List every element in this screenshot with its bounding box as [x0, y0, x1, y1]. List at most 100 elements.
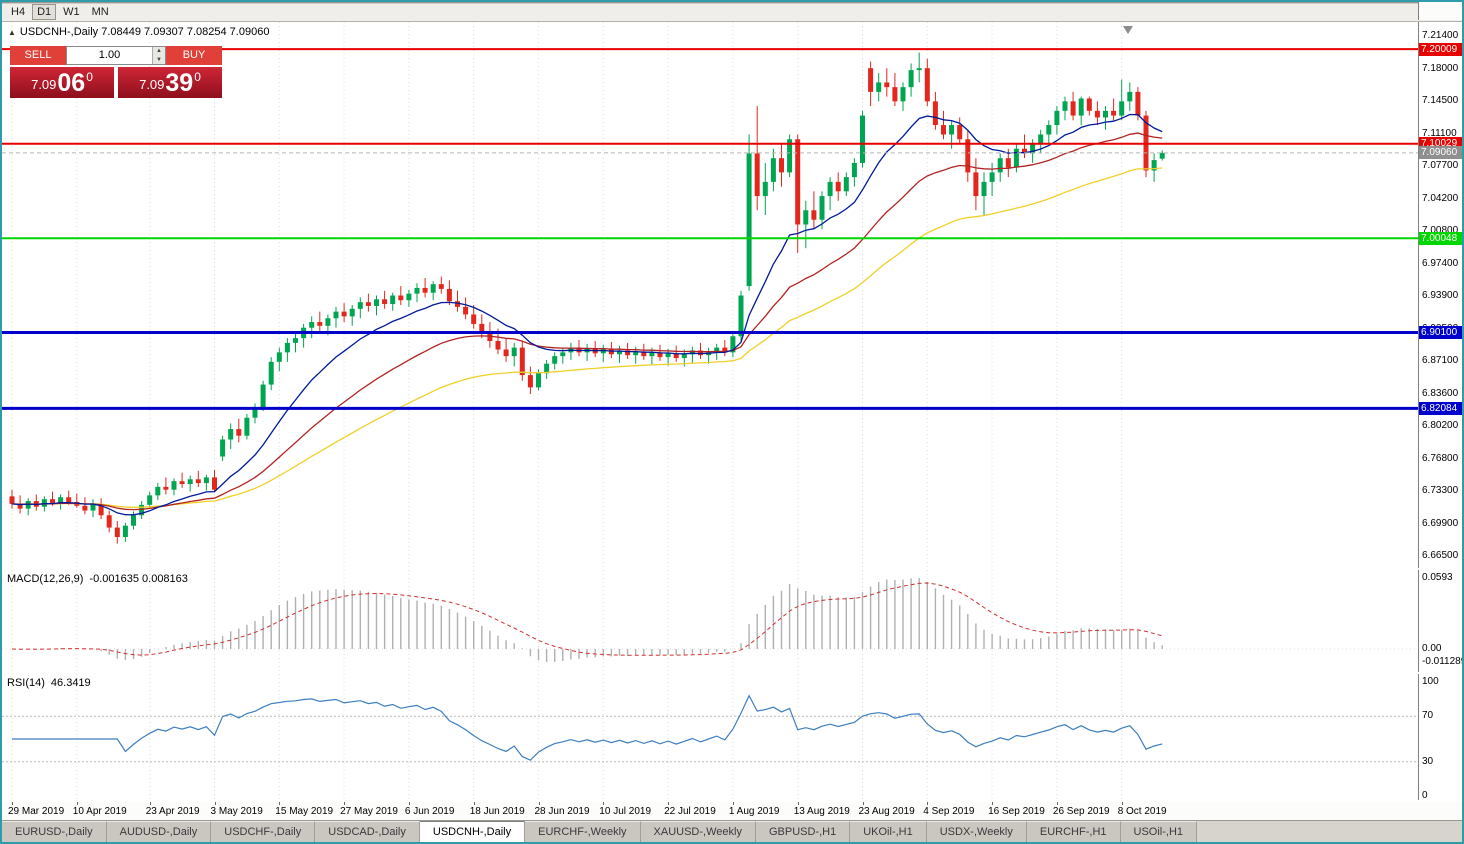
chart-tab-xauusd-weekly[interactable]: XAUUSD-,Weekly: [640, 821, 756, 842]
macd-panel: 0.0593 0.00 -0.011289 MACD(12,26,9) -0.0016…: [2, 570, 1462, 672]
timeframe-button-w1[interactable]: W1: [63, 5, 80, 18]
date-label: 15 May 2019: [275, 806, 334, 817]
volume-field[interactable]: 1.00 ▲ ▼: [66, 46, 166, 65]
buy-button[interactable]: BUY: [166, 46, 222, 65]
rsi-scale-label: 0: [1422, 790, 1428, 800]
ma-fast-blue: [11, 113, 1163, 516]
chart-tab-eurchf-h1[interactable]: EURCHF-,H1: [1026, 821, 1121, 842]
price-chart-canvas[interactable]: [2, 22, 1418, 568]
date-label: 28 Jun 2019: [534, 806, 590, 817]
level-price-badge: 7.00048: [1419, 231, 1462, 245]
rsi-value: 46.3419: [50, 677, 91, 689]
rsi-canvas[interactable]: [2, 674, 1418, 800]
macd-scale-label: 0.00: [1422, 643, 1442, 654]
level-price-badge: 7.20009: [1419, 42, 1462, 56]
price-chart-panel: 7.21400 7.18000 7.14500 7.11100 7.07700 7.042…: [2, 22, 1462, 568]
price-tick-label: 7.07700: [1422, 160, 1459, 171]
buy-price-display[interactable]: 7.09 39 0: [118, 67, 222, 98]
date-label: 18 Jun 2019: [469, 806, 525, 817]
rsi-line: [12, 694, 1163, 761]
date-label: 8 Oct 2019: [1117, 806, 1167, 817]
sell-price-big: 06: [57, 69, 86, 97]
price-tick-label: 6.76800: [1422, 452, 1459, 464]
date-label: 6 Jun 2019: [404, 806, 455, 817]
date-label: 26 Sep 2019: [1052, 806, 1110, 817]
timeframe-button-h4[interactable]: H4: [11, 5, 26, 18]
chart-tab-eurusd-daily[interactable]: EURUSD-,Daily: [2, 821, 107, 842]
level-price-badge: 6.82084: [1419, 401, 1462, 415]
macd-scale-label: 0.0593: [1422, 572, 1453, 583]
time-tick: [76, 802, 78, 805]
chart-tab-eurchf-weekly[interactable]: EURCHF-,Weekly: [525, 821, 641, 842]
date-label: 22 Jul 2019: [664, 806, 716, 817]
sell-price-small: 7.09: [31, 77, 57, 92]
time-axis[interactable]: 29 Mar 2019 10 Apr 2019 23 Apr 2019 3 May 2…: [2, 802, 1462, 820]
price-tick-label: 6.87100: [1422, 355, 1459, 366]
time-tick: [797, 802, 799, 805]
price-tick-label: 6.66500: [1422, 550, 1459, 561]
volume-up-icon[interactable]: ▲: [153, 47, 165, 56]
date-label: 13 Aug 2019: [793, 806, 850, 817]
price-tick-label: 6.97400: [1422, 257, 1459, 269]
price-tick-label: 6.80200: [1422, 420, 1459, 431]
macd-canvas[interactable]: [2, 570, 1418, 672]
time-tick: [992, 802, 994, 805]
candles: [9, 52, 1165, 544]
chart-tab-usdcad-daily[interactable]: USDCAD-,Daily: [315, 821, 420, 842]
date-label: 23 Apr 2019: [145, 806, 200, 817]
macd-scale[interactable]: 0.0593 0.00 -0.011289: [1418, 570, 1462, 672]
rsi-scale[interactable]: 100 70 30 0: [1418, 674, 1462, 800]
sell-price-sup: 0: [86, 70, 93, 84]
volume-value[interactable]: 1.00: [98, 49, 121, 61]
ma-mid-red: [11, 132, 1163, 511]
collapse-trade-panel-icon[interactable]: ▲: [8, 28, 16, 37]
timeframe-button-mn[interactable]: MN: [91, 5, 109, 18]
macd-label: MACD(12,26,9) -0.001635 0.008163: [7, 573, 188, 585]
price-tick-label: 7.04200: [1422, 192, 1459, 204]
volume-down-icon[interactable]: ▼: [153, 55, 165, 64]
volume-stepper: ▲ ▼: [152, 47, 165, 64]
macd-values: -0.001635 0.008163: [89, 573, 188, 585]
timeframe-button-d1[interactable]: D1: [32, 3, 57, 20]
one-click-trade-panel: SELL 1.00 ▲ ▼ BUY 7.09 06 0 7.09 39 0: [10, 46, 222, 98]
rsi-scale-label: 30: [1422, 755, 1434, 767]
macd-histogram: [19, 578, 1163, 662]
time-tick: [214, 802, 216, 805]
price-scale[interactable]: 7.21400 7.18000 7.14500 7.11100 7.07700 7.042…: [1418, 22, 1462, 568]
sell-button[interactable]: SELL: [10, 46, 66, 65]
chart-tab-ukoil-h1[interactable]: UKOil-,H1: [850, 821, 927, 842]
price-tick-label: 7.18000: [1422, 62, 1459, 74]
time-tick: [538, 802, 540, 805]
date-label: 27 May 2019: [340, 806, 398, 817]
price-tick-label: 6.83600: [1422, 387, 1459, 399]
rsi-scale-label: 70: [1422, 710, 1434, 722]
date-label: 10 Apr 2019: [72, 806, 127, 817]
time-tick: [1056, 802, 1058, 805]
date-label: 10 Jul 2019: [599, 806, 652, 817]
chart-shift-marker[interactable]: [1123, 26, 1133, 34]
chart-tab-usdchf-daily[interactable]: USDCHF-,Daily: [211, 821, 316, 842]
chart-tab-gbpusd-h1[interactable]: GBPUSD-,H1: [755, 821, 851, 842]
macd-scale-label: -0.011289: [1422, 656, 1462, 667]
macd-signal-line: [11, 582, 1163, 656]
chart-tab-usoil-h1[interactable]: USOil-,H1: [1120, 821, 1198, 842]
level-price-badge: 6.90100: [1419, 325, 1462, 339]
current-price-badge: 7.09060: [1419, 146, 1462, 160]
panel-divider[interactable]: [2, 2, 1462, 4]
time-tick: [603, 802, 605, 805]
price-tick-label: 7.21400: [1422, 30, 1459, 41]
price-tick-label: 7.00800: [1422, 225, 1459, 236]
chart-tab-usdx-weekly[interactable]: USDX-,Weekly: [926, 821, 1027, 842]
date-label: 1 Aug 2019: [728, 806, 780, 817]
chart-tab-usdcnh-daily[interactable]: USDCNH-,Daily: [419, 821, 526, 842]
time-axis-corner: [1418, 2, 1462, 20]
time-tick: [668, 802, 670, 805]
time-tick: [408, 802, 410, 805]
time-tick: [927, 802, 929, 805]
chart-symbol-label: USDCNH-,Daily: [19, 26, 99, 38]
price-tick-label: 7.14500: [1422, 95, 1459, 106]
sell-price-display[interactable]: 7.09 06 0: [10, 67, 114, 98]
chart-tab-audusd-daily[interactable]: AUDUSD-,Daily: [106, 821, 212, 842]
ma-slow-yellow: [11, 167, 1163, 508]
